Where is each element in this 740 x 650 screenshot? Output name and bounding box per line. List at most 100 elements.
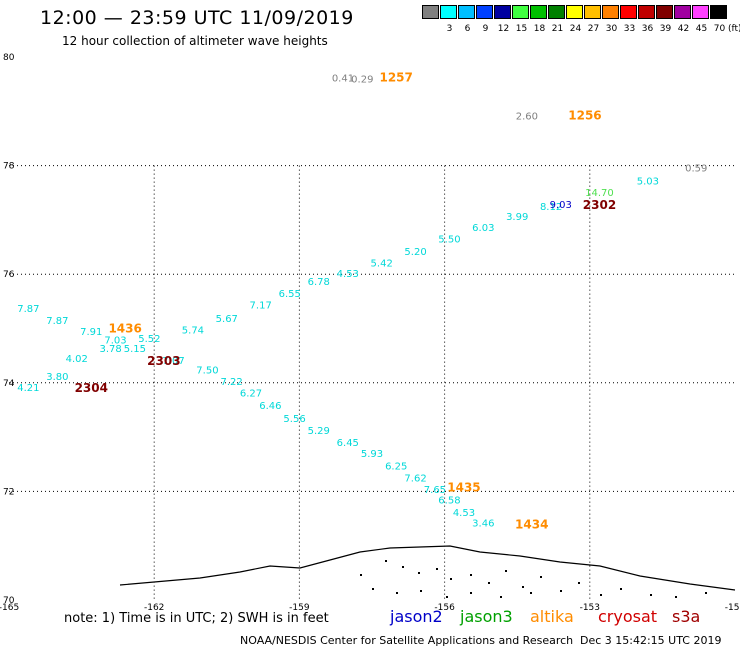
colorbar-swatch: [602, 5, 619, 19]
island-dot: [600, 594, 602, 596]
y-tick-label: 78: [3, 162, 15, 172]
wave-height-value: 3.46: [472, 519, 494, 530]
wave-height-value: 5.50: [438, 235, 460, 246]
colorbar-unit: (ft): [728, 24, 740, 34]
y-tick-label: 74: [3, 379, 15, 389]
y-tick-label: 70: [3, 596, 15, 606]
wave-height-value: 0.59: [685, 164, 707, 175]
pass-time-label: 2303: [147, 354, 180, 368]
wave-height-value: 7.87: [46, 316, 68, 327]
pass-time-label: 2304: [75, 381, 108, 395]
y-tick-label: 80: [3, 53, 15, 63]
island-dot: [705, 592, 707, 594]
island-dot: [360, 574, 362, 576]
x-tick-label: -165: [0, 603, 19, 613]
island-dot: [372, 588, 374, 590]
colorbar-swatch: [710, 5, 727, 19]
island-dot: [470, 574, 472, 576]
colorbar-swatch: [422, 5, 439, 19]
island-dot: [402, 566, 404, 568]
y-tick-label: 72: [3, 487, 14, 497]
colorbar-swatch: [476, 5, 493, 19]
island-dot: [620, 588, 622, 590]
wave-height-value: 5.56: [283, 414, 305, 425]
wave-height-value: 5.74: [182, 325, 204, 336]
y-tick-label: 76: [3, 270, 15, 280]
wave-height-value: 7.22: [221, 377, 243, 388]
wave-height-value: 7.65: [424, 485, 446, 496]
colorbar-swatch: [494, 5, 511, 19]
island-dot: [488, 582, 490, 584]
wave-height-value: 8.12: [540, 202, 562, 213]
wave-height-value: 7.03: [104, 336, 126, 347]
coastline: [119, 545, 736, 591]
colorbar-swatch: [530, 5, 547, 19]
wave-height-value: 4.02: [66, 354, 88, 365]
colorbar-swatch: [566, 5, 583, 19]
wave-height-value: 14.70: [585, 188, 614, 199]
wave-height-value: 7.17: [250, 300, 272, 311]
colorbar-label: 12: [497, 24, 510, 34]
chart-title: 12:00 — 23:59 UTC 11/09/2019: [40, 7, 354, 29]
wave-height-value: 5.42: [371, 259, 393, 270]
wave-height-value: 6.03: [472, 223, 494, 234]
wave-height-value: 7.91: [80, 327, 102, 338]
wave-height-value: 0.41: [332, 73, 354, 84]
wave-height-value: 6.27: [240, 388, 262, 399]
island-dot: [450, 578, 452, 580]
island-dot: [396, 592, 398, 594]
x-tick-label: -150: [725, 603, 740, 613]
island-dot: [578, 582, 580, 584]
island-dot: [560, 590, 562, 592]
colorbar-swatch: [620, 5, 637, 19]
wave-height-value: 5.15: [124, 344, 146, 355]
island-dot: [500, 596, 502, 598]
colorbar-label: 21: [551, 24, 564, 34]
wave-height-value: 3.80: [46, 372, 68, 383]
legend-jason2: jason2: [390, 607, 443, 626]
colorbar-swatch: [656, 5, 673, 19]
x-tick-label: -153: [580, 603, 600, 613]
colorbar-label: 15: [515, 24, 528, 34]
colorbar-label: 6: [464, 24, 471, 34]
island-dot: [675, 596, 677, 598]
island-dot: [522, 586, 524, 588]
colorbar-label: 3: [446, 24, 453, 34]
credit-line: NOAA/NESDIS Center for Satellite Applica…: [240, 634, 574, 647]
wave-height-value: 3.78: [100, 344, 122, 355]
legend-altika: altika: [530, 607, 574, 626]
colorbar-label: 45: [695, 24, 708, 34]
colorbar-label: 39: [659, 24, 672, 34]
units-note: note: 1) Time is in UTC; 2) SWH is in fe…: [64, 611, 329, 626]
wave-height-value: 5.67: [216, 314, 238, 325]
pass-time-label: 1436: [108, 321, 141, 335]
pass-time-label: 1435: [447, 480, 480, 494]
colorbar-label: 30: [605, 24, 618, 34]
x-tick-label: -156: [434, 603, 455, 613]
wave-height-value: 5.93: [361, 449, 383, 460]
colorbar-swatch: [692, 5, 709, 19]
wave-height-value: 7.87: [17, 304, 39, 315]
wave-height-value: 6.46: [259, 401, 281, 412]
wave-height-value: 5.03: [637, 177, 659, 188]
colorbar-label: 70: [713, 24, 726, 34]
wave-height-value: 7.62: [404, 474, 426, 485]
colorbar-swatch: [458, 5, 475, 19]
colorbar-swatch: [548, 5, 565, 19]
colorbar-label: 9: [482, 24, 489, 34]
legend-cryosat: cryosat: [598, 607, 658, 626]
colorbar-label: 18: [533, 24, 546, 34]
generation-timestamp: Dec 3 15:42:15 UTC 2019: [580, 634, 722, 647]
wave-height-value: 5.29: [308, 426, 330, 437]
colorbar-label: 36: [641, 24, 654, 34]
wave-height-value: 0.29: [351, 75, 373, 86]
colorbar-label: 42: [677, 24, 690, 34]
island-dot: [505, 570, 507, 572]
wave-height-value: 6.45: [337, 438, 359, 449]
colorbar-swatch: [512, 5, 529, 19]
wave-height-value: 3.99: [506, 212, 528, 223]
wave-height-value: 9.03: [550, 200, 572, 211]
legend-jason3: jason3: [460, 607, 513, 626]
colorbar-swatch: [440, 5, 457, 19]
